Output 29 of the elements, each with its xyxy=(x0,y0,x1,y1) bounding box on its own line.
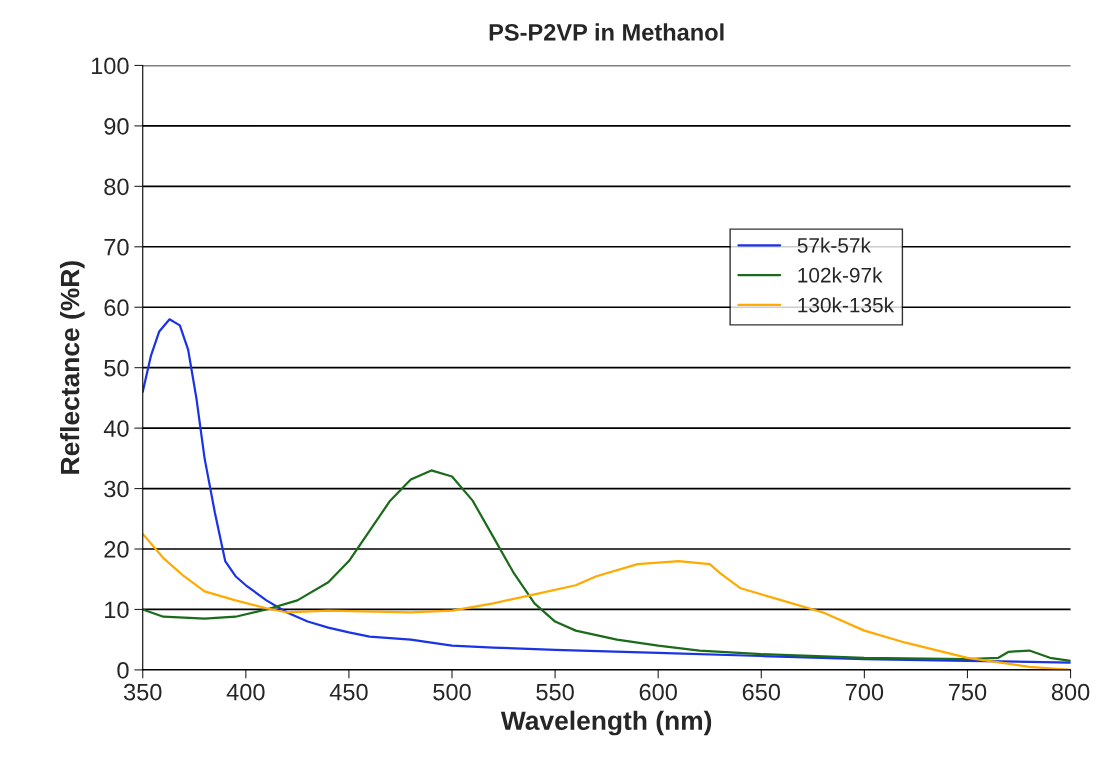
x-tick-label: 350 xyxy=(123,683,162,701)
x-axis-title: Wavelength (nm) xyxy=(500,710,712,736)
y-tick-label: 10 xyxy=(105,601,129,619)
y-tick-label: 100 xyxy=(91,57,129,75)
line-series xyxy=(142,318,1071,664)
y-tick-label: 80 xyxy=(104,178,129,196)
y-tick-label: 20 xyxy=(104,541,129,558)
x-tick-label: 650 xyxy=(742,683,781,701)
chart-title: PS-P2VP in Methanol xyxy=(489,23,724,41)
line-series xyxy=(142,469,1071,662)
y-tick-label: 70 xyxy=(104,238,129,256)
legend-label: 130k-135k xyxy=(798,297,895,313)
legend-label: 57k-57k xyxy=(797,237,871,253)
x-tick-label: 700 xyxy=(845,683,884,701)
x-tick-label: 550 xyxy=(536,683,574,701)
x-tick-label: 800 xyxy=(1051,683,1090,701)
x-tick-label: 450 xyxy=(329,683,368,701)
y-tick-label: 50 xyxy=(104,359,129,377)
y-tick-label: 60 xyxy=(104,299,129,317)
y-tick-label: 40 xyxy=(103,420,129,437)
x-tick-label: 750 xyxy=(948,683,987,701)
x-tick-label: 600 xyxy=(639,683,677,701)
y-tick-label: 90 xyxy=(104,117,129,135)
y-tick-label: 0 xyxy=(117,661,129,679)
x-tick-label: 400 xyxy=(226,683,265,701)
y-tick-label: 30 xyxy=(104,480,129,498)
y-axis-title: Reflectance (%R) xyxy=(60,261,85,474)
x-tick-label: 500 xyxy=(433,683,471,701)
legend-label: 102k-97k xyxy=(798,267,883,283)
